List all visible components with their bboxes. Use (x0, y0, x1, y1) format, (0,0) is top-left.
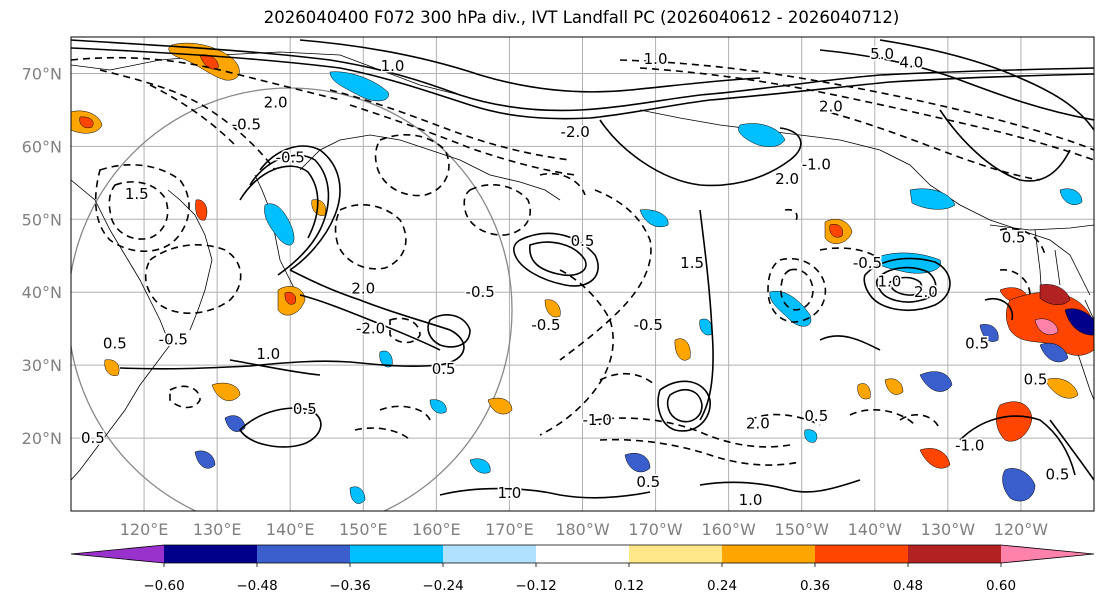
contour-label: -0.5 (634, 316, 663, 334)
lon-label: 180°W (555, 520, 610, 539)
lon-label: 160°W (701, 520, 756, 539)
contour-label: 2.0 (264, 94, 288, 112)
latitude-labels: 70°N 60°N 50°N 40°N 30°N 20°N (22, 64, 62, 448)
colorbar-swatch (164, 545, 258, 563)
colorbar-extend-max (1001, 545, 1094, 563)
contour-label: 1.0 (739, 491, 763, 509)
contour-label: -0.5 (159, 331, 188, 349)
lat-label: 20°N (22, 429, 62, 448)
contour-label: 1.0 (381, 57, 405, 75)
colorbar-swatch (443, 545, 537, 563)
contour-label: -1.0 (802, 156, 831, 174)
colorbar-tick-label: −0.36 (329, 578, 370, 594)
contour-label: 2.0 (351, 280, 375, 298)
lon-label: 170°W (628, 520, 683, 539)
contour-label: 0.5 (571, 232, 595, 250)
colorbar-swatch (908, 545, 1002, 563)
divergence-shading (71, 42, 1094, 504)
contour-label: -0.5 (232, 116, 261, 134)
contour-label: 0.5 (636, 473, 660, 491)
contour-label: -0.5 (531, 316, 560, 334)
contour-label: 5.0 (870, 45, 894, 63)
lon-label: 150°E (339, 520, 388, 539)
contour-label: 0.5 (1046, 466, 1070, 484)
contour-label: -1.0 (582, 411, 611, 429)
colorbar-tick-label: 0.48 (893, 578, 923, 594)
lon-label: 140°E (266, 520, 315, 539)
contours-positive (71, 39, 1094, 499)
contour-label: -2.0 (561, 123, 590, 141)
contour-label: -0.5 (466, 283, 495, 301)
contour-label: 1.0 (497, 484, 521, 502)
lon-label: 120°W (994, 520, 1049, 539)
contour-label: -0.5 (276, 148, 305, 166)
lon-label: 130°E (193, 520, 242, 539)
contour-label: -1.0 (955, 436, 984, 454)
contour-label: 0.5 (1002, 229, 1026, 247)
contour-label: 2.0 (914, 283, 938, 301)
lon-label: 160°E (412, 520, 461, 539)
contour-label: 1.0 (256, 345, 280, 363)
contour-label: 1.5 (680, 254, 704, 272)
contour-label: 0.5 (1024, 371, 1048, 389)
contour-label: 4.0 (899, 54, 923, 72)
contour-label: 1.0 (877, 272, 901, 290)
contour-label: 0.5 (81, 429, 105, 447)
longitude-labels: 120°E 130°E 140°E 150°E 160°E 170°E 180°W 170°W… (120, 520, 1049, 539)
colorbar-swatch (722, 545, 816, 563)
lon-label: 140°W (848, 520, 903, 539)
colorbar-tick-label: 0.24 (707, 578, 737, 594)
colorbar-swatch (257, 545, 351, 563)
colorbar-tick-label: 0.60 (986, 578, 1016, 594)
contour-label: 0.5 (432, 360, 456, 378)
contour-label: 0.5 (103, 334, 127, 352)
figure-title: 2026040400 F072 300 hPa div., IVT Landfa… (263, 8, 900, 27)
lat-label: 60°N (22, 137, 62, 156)
contour-label: 2.0 (775, 170, 799, 188)
lat-label: 70°N (22, 64, 62, 83)
colorbar-swatch (536, 545, 630, 563)
contour-label: 0.5 (965, 334, 989, 352)
lon-label: 170°E (485, 520, 534, 539)
colorbar-tick-label: −0.60 (143, 578, 184, 594)
contour-label: 2.0 (819, 97, 843, 115)
lon-label: 120°E (120, 520, 169, 539)
colorbar-swatch (815, 545, 909, 563)
contours-negative (71, 56, 1094, 466)
colorbar-tick-label: −0.24 (422, 578, 463, 594)
lat-label: 30°N (22, 356, 62, 375)
colorbar-swatch (350, 545, 444, 563)
lon-label: 150°W (775, 520, 830, 539)
colorbar-tick-label: 0.36 (800, 578, 830, 594)
colorbar-swatch (629, 545, 723, 563)
contour-label: -2.0 (356, 320, 385, 338)
lat-label: 40°N (22, 283, 62, 302)
contour-labels: 1.0 1.0 5.0 4.02.02.0-0.5-0.5-2.02.0-1.00.5… (79, 43, 1070, 510)
colorbar-tick-label: −0.12 (515, 578, 556, 594)
lon-label: 130°W (921, 520, 976, 539)
lat-label: 50°N (22, 210, 62, 229)
contour-label: 2.0 (746, 414, 770, 432)
contour-label: 1.5 (125, 185, 149, 203)
contour-label: 1.0 (644, 50, 668, 68)
map-frame (70, 36, 1095, 512)
contour-label: 0.5 (293, 400, 317, 418)
colorbar-tick-label: −0.48 (236, 578, 277, 594)
contour-label: -0.5 (853, 254, 882, 272)
colorbar: −0.60 −0.48 −0.36 −0.24 −0.12 0.12 0.24 0.36 0.4… (70, 544, 1095, 594)
colorbar-extend-min (71, 545, 164, 563)
map-plot-area: 1.0 1.0 5.0 4.02.02.0-0.5-0.5-2.02.0-1.00.5… (71, 37, 1094, 511)
contour-label: 0.5 (804, 407, 828, 425)
colorbar-tick-label: 0.12 (614, 578, 644, 594)
